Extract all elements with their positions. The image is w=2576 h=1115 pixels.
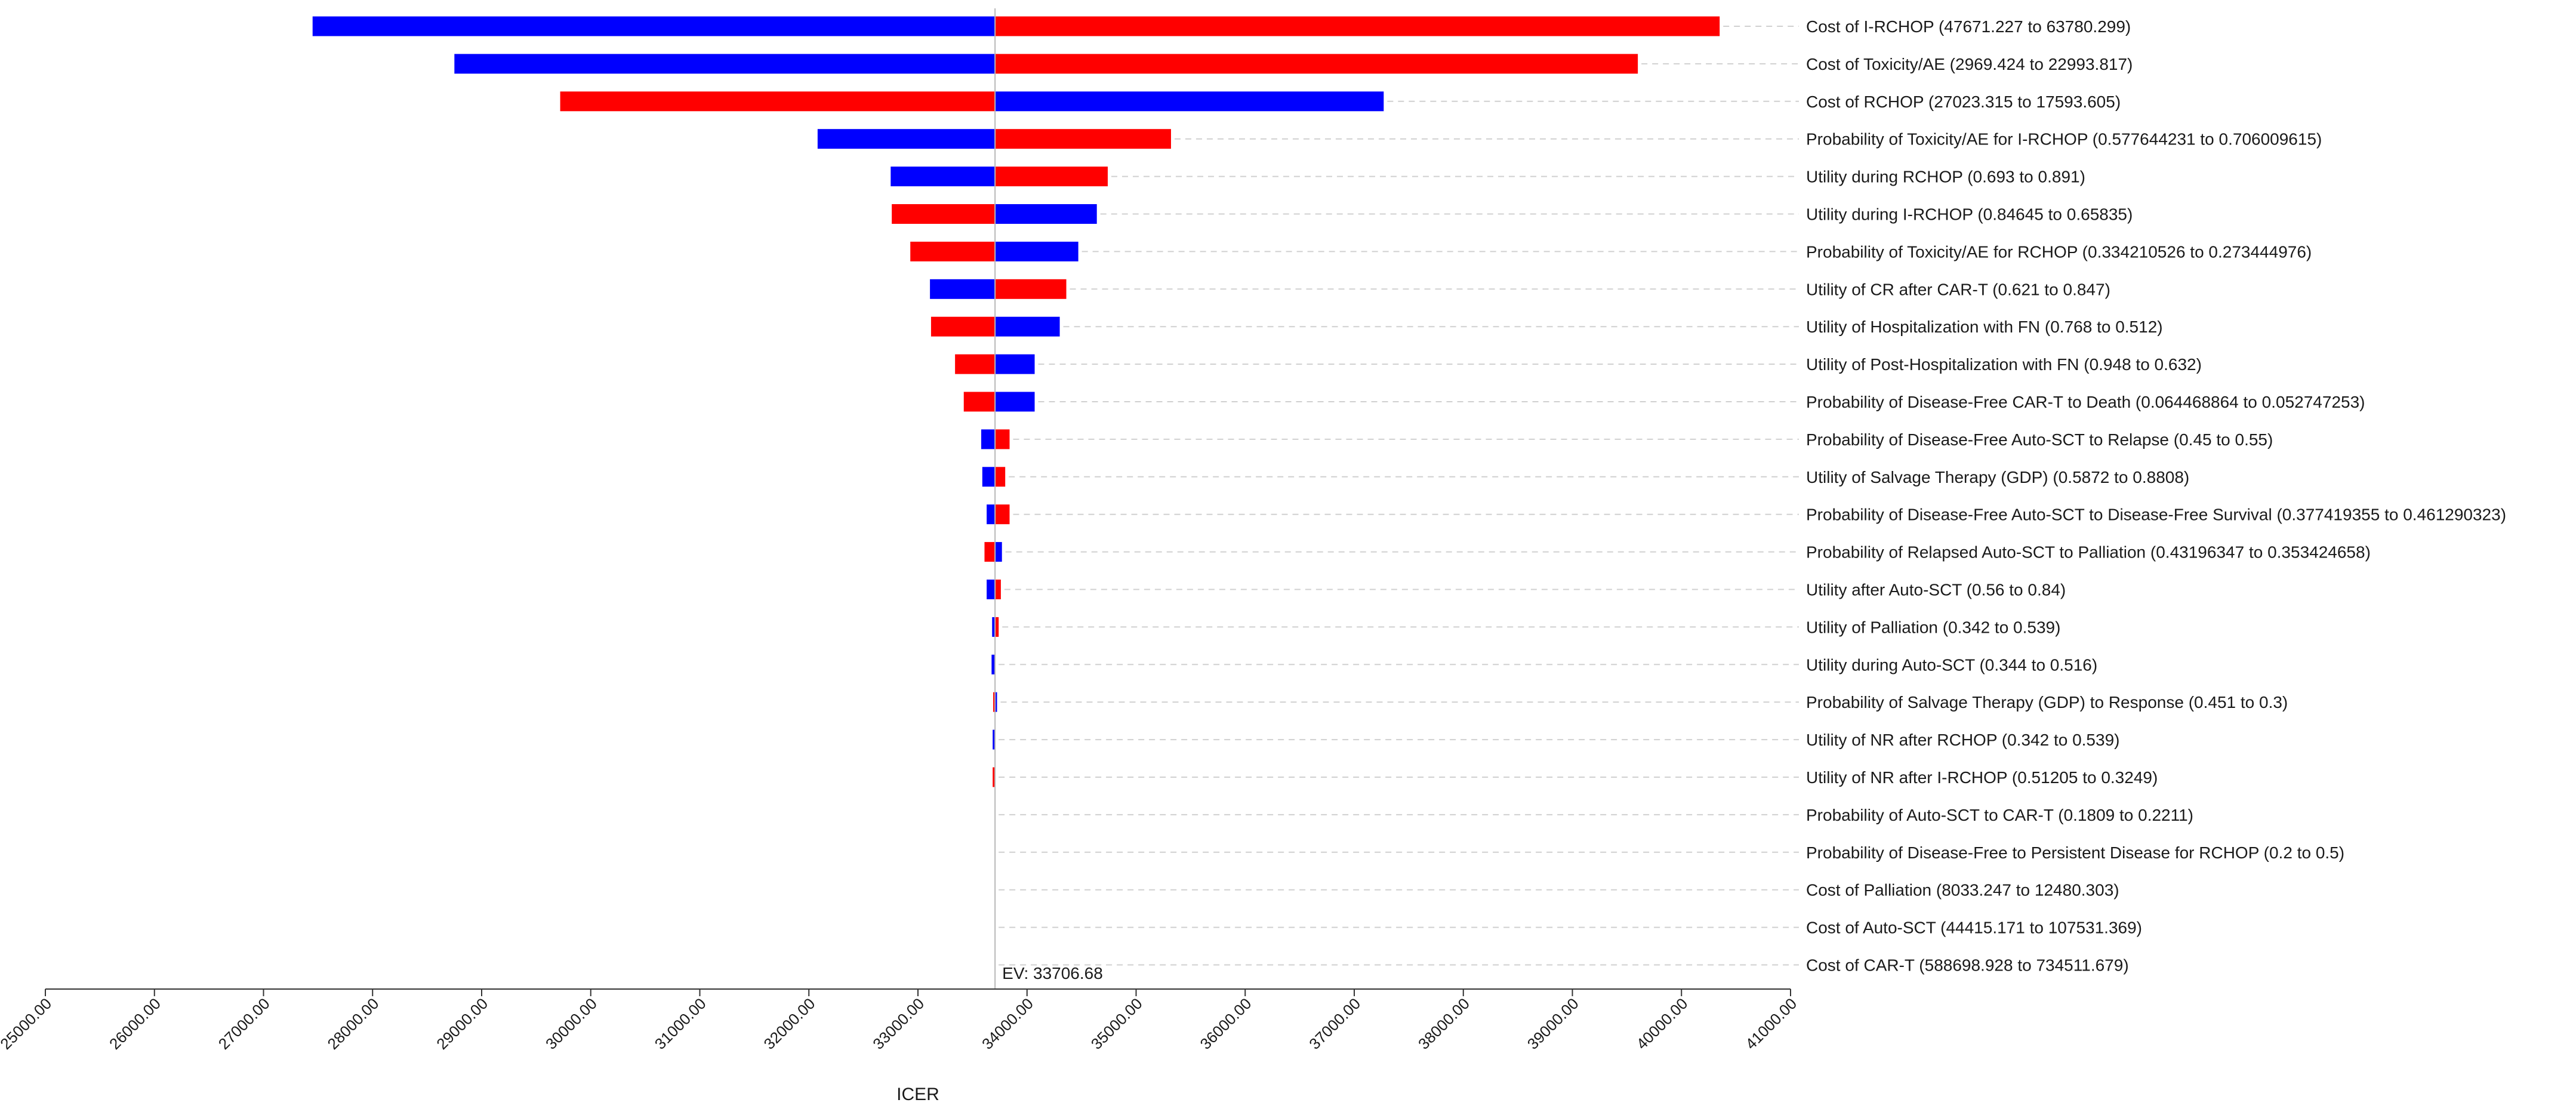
bar-label: Probability of Disease-Free CAR-T to Dea… xyxy=(1806,393,2365,411)
bar-label: Utility of CR after CAR-T (0.621 to 0.84… xyxy=(1806,280,2110,298)
bar-high-segment xyxy=(995,167,1108,187)
bar-label: Utility of Hospitalization with FN (0.76… xyxy=(1806,318,2163,336)
bar-label: Utility after Auto-SCT (0.56 to 0.84) xyxy=(1806,581,2066,599)
bar-low-segment xyxy=(930,316,996,337)
bar-high-segment xyxy=(995,692,997,712)
bar-low-segment xyxy=(984,542,996,562)
bar-label: Probability of Toxicity/AE for RCHOP (0.… xyxy=(1806,242,2312,261)
bar-high-segment xyxy=(995,91,1384,112)
x-tick-label: 27000.00 xyxy=(215,994,273,1053)
ev-label: EV: 33706.68 xyxy=(1002,964,1103,982)
bar-high-segment xyxy=(995,241,1079,261)
bar-low-segment xyxy=(890,167,996,187)
bar-low-segment xyxy=(991,654,996,674)
bar-low-segment xyxy=(981,429,996,449)
bar-label: Utility of Salvage Therapy (GDP) (0.5872… xyxy=(1806,468,2189,486)
bar-low-segment xyxy=(955,354,996,374)
x-tick-label: 32000.00 xyxy=(760,994,819,1053)
bar-label: Utility during Auto-SCT (0.344 to 0.516) xyxy=(1806,655,2097,674)
bar-high-segment xyxy=(995,580,1001,599)
bar-label: Utility of NR after RCHOP (0.342 to 0.53… xyxy=(1806,731,2119,749)
bar-low-segment xyxy=(817,129,996,149)
bar-low-segment xyxy=(454,54,996,74)
bar-high-segment xyxy=(995,542,1002,562)
bar-label: Probability of Relapsed Auto-SCT to Pall… xyxy=(1806,543,2371,562)
bar-low-segment xyxy=(992,617,996,637)
bar-high-segment xyxy=(995,204,1097,224)
bar-low-segment xyxy=(892,204,996,224)
x-tick-label: 35000.00 xyxy=(1087,994,1146,1053)
bar-label: Cost of Palliation (8033.247 to 12480.30… xyxy=(1806,881,2119,900)
bar-labels: Cost of I-RCHOP (47671.227 to 63780.299)… xyxy=(1806,17,2506,975)
bar-low-segment xyxy=(987,504,996,525)
bar-label: Probability of Disease-Free Auto-SCT to … xyxy=(1806,430,2273,449)
bar-low-segment xyxy=(930,279,996,299)
bar-low-segment xyxy=(963,392,996,412)
x-tick-label: 38000.00 xyxy=(1415,994,1473,1053)
bar-high-segment xyxy=(995,392,1035,412)
bar-label: Probability of Toxicity/AE for I-RCHOP (… xyxy=(1806,130,2322,149)
bar-high-segment xyxy=(995,129,1171,149)
bar-low-segment xyxy=(982,467,996,487)
bar-high-segment xyxy=(995,354,1035,374)
bar-label: Utility during RCHOP (0.693 to 0.891) xyxy=(1806,168,2085,186)
bar-high-segment xyxy=(995,316,1060,337)
bar-label: Cost of Auto-SCT (44415.171 to 107531.36… xyxy=(1806,919,2142,937)
bar-label: Probability of Disease-Free to Persisten… xyxy=(1806,843,2344,862)
bar-low-segment xyxy=(993,767,996,787)
x-tick-label: 30000.00 xyxy=(542,994,600,1053)
x-tick-label: 28000.00 xyxy=(324,994,383,1053)
bar-label: Cost of RCHOP (27023.315 to 17593.605) xyxy=(1806,93,2121,111)
bar-label: Utility during I-RCHOP (0.84645 to 0.658… xyxy=(1806,205,2133,224)
bar-high-segment xyxy=(995,429,1010,449)
x-tick-label: 29000.00 xyxy=(433,994,491,1053)
x-axis: 25000.00 26000.00 27000.00 28000.00 29000.00… xyxy=(0,988,1800,1053)
x-tick-label: 36000.00 xyxy=(1197,994,1255,1053)
bars-group xyxy=(312,16,1720,787)
bar-label: Probability of Auto-SCT to CAR-T (0.1809… xyxy=(1806,806,2193,824)
x-tick-label: 26000.00 xyxy=(106,994,164,1053)
bar-high-segment xyxy=(995,54,1638,74)
x-tick-label: 31000.00 xyxy=(651,994,710,1053)
x-tick-label: 41000.00 xyxy=(1742,994,1800,1053)
bar-low-segment xyxy=(987,580,996,599)
bar-label: Utility of NR after I-RCHOP (0.51205 to … xyxy=(1806,768,2158,787)
bar-high-segment xyxy=(995,467,1006,487)
bar-label: Probability of Disease-Free Auto-SCT to … xyxy=(1806,506,2506,524)
bar-high-segment xyxy=(995,617,999,637)
x-tick-label: 25000.00 xyxy=(0,994,55,1053)
x-axis-title: ICER xyxy=(896,1085,939,1104)
bar-label: Utility of Post-Hospitalization with FN … xyxy=(1806,355,2202,374)
guide-lines xyxy=(999,26,1799,966)
bar-label: Cost of Toxicity/AE (2969.424 to 22993.8… xyxy=(1806,55,2133,73)
bar-label: Utility of Palliation (0.342 to 0.539) xyxy=(1806,618,2060,636)
bar-low-segment xyxy=(993,692,996,712)
bar-label: Cost of CAR-T (588698.928 to 734511.679) xyxy=(1806,956,2129,975)
bar-high-segment xyxy=(995,504,1010,525)
x-tick-label: 34000.00 xyxy=(978,994,1037,1053)
bar-low-segment xyxy=(910,241,996,261)
bar-low-segment xyxy=(993,729,996,750)
bar-low-segment xyxy=(312,16,996,36)
bar-high-segment xyxy=(995,279,1067,299)
bar-low-segment xyxy=(560,91,996,112)
x-tick-label: 40000.00 xyxy=(1633,994,1691,1053)
bar-label: Probability of Salvage Therapy (GDP) to … xyxy=(1806,693,2288,711)
x-tick-label: 39000.00 xyxy=(1524,994,1582,1053)
x-tick-label: 33000.00 xyxy=(869,994,928,1053)
bar-label: Cost of I-RCHOP (47671.227 to 63780.299) xyxy=(1806,17,2131,36)
x-tick-label: 37000.00 xyxy=(1305,994,1364,1053)
bar-high-segment xyxy=(995,16,1720,36)
